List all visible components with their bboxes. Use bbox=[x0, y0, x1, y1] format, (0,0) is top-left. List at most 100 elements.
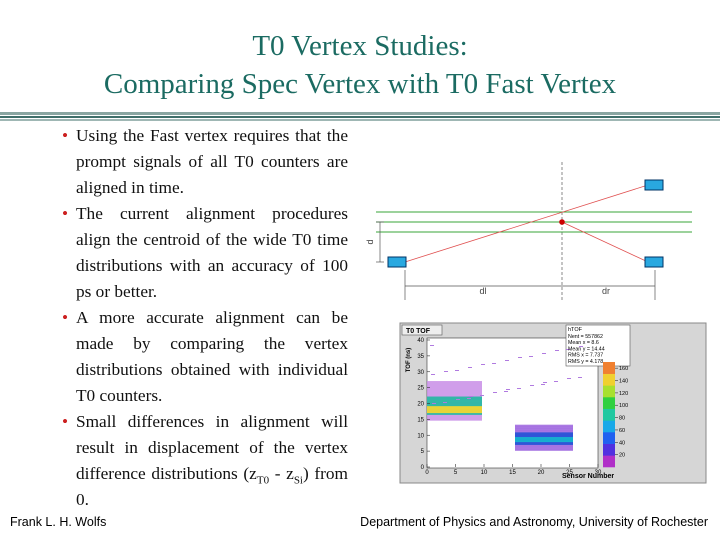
z-tick-label: 160 bbox=[619, 366, 628, 372]
z-tick-label: 20 bbox=[619, 453, 625, 459]
density-cell bbox=[427, 396, 482, 398]
density-cell bbox=[515, 440, 573, 443]
density-cell bbox=[455, 370, 459, 371]
stats-line: RMS x = 7.737 bbox=[568, 353, 603, 359]
x-tick-label: 30 bbox=[595, 470, 602, 476]
density-cell bbox=[515, 427, 573, 429]
x-tick-label: 15 bbox=[509, 470, 516, 476]
histogram: T0 TOF hTOF Sensor Number TOF (ns) 0 5 10 1… bbox=[399, 322, 707, 484]
density-cell bbox=[431, 374, 435, 375]
density-cell bbox=[554, 381, 558, 382]
density-cell bbox=[579, 346, 583, 347]
color-bar bbox=[603, 385, 615, 398]
bullet: • A more accurate alignment can be made b… bbox=[62, 305, 348, 409]
density-cell bbox=[542, 353, 546, 354]
bullet-text: Using the Fast vertex requires that the … bbox=[76, 126, 348, 197]
density-cell bbox=[515, 428, 573, 430]
density-cell bbox=[427, 394, 482, 396]
x-tick-label: 10 bbox=[481, 470, 488, 476]
density-cell bbox=[567, 378, 571, 379]
density-cell bbox=[427, 389, 482, 391]
z-tick-label: 100 bbox=[619, 403, 628, 409]
density-cell bbox=[469, 396, 473, 397]
density-cell bbox=[515, 444, 573, 446]
bullet: • The current alignment procedures align … bbox=[62, 201, 348, 305]
density-cell bbox=[505, 360, 509, 361]
y-tick-label: 5 bbox=[421, 449, 425, 455]
density-cell bbox=[427, 385, 482, 387]
density-cell bbox=[504, 391, 508, 392]
color-bar bbox=[603, 443, 615, 456]
y-axis-label: TOF (ns) bbox=[406, 348, 412, 373]
x-axis-label: Sensor Number bbox=[562, 473, 614, 480]
density-cell bbox=[515, 429, 573, 431]
title-line: T0 Vertex Studies: bbox=[252, 30, 468, 62]
density-cell bbox=[427, 387, 482, 389]
density-cell bbox=[456, 399, 460, 400]
y-tick-label: 40 bbox=[417, 338, 424, 344]
density-cell bbox=[555, 350, 559, 351]
bullet-text: A more accurate alignment can be made by… bbox=[76, 308, 348, 405]
density-cell bbox=[467, 398, 471, 399]
y-tick-label: 10 bbox=[417, 433, 424, 439]
z-tick-label: 120 bbox=[619, 391, 628, 397]
dl-label: dl bbox=[479, 286, 486, 296]
density-cell bbox=[515, 437, 573, 439]
footer-right: Department of Physics and Astronomy, Uni… bbox=[360, 515, 708, 529]
density-cell bbox=[427, 417, 482, 419]
vertex-diagram: d dl dr bbox=[365, 162, 692, 300]
y-tick-label: 30 bbox=[417, 370, 424, 376]
density-cell bbox=[518, 357, 522, 358]
density-cell bbox=[515, 426, 573, 428]
color-bar bbox=[603, 373, 615, 386]
bullet-text: Small differences in alignment will resu… bbox=[76, 412, 348, 483]
stats-line: Mean x = 8.6 bbox=[568, 340, 599, 346]
color-bar bbox=[603, 408, 615, 421]
subscript: Si bbox=[293, 474, 303, 487]
density-cell bbox=[427, 393, 482, 395]
bullet-dot: • bbox=[62, 308, 69, 327]
subscript: T0 bbox=[256, 474, 270, 487]
density-cell bbox=[427, 419, 482, 421]
x-tick-label: 25 bbox=[566, 470, 573, 476]
density-cell bbox=[427, 390, 482, 392]
density-cell bbox=[515, 447, 573, 449]
histogram-title: T0 TOF bbox=[406, 328, 431, 335]
density-cell bbox=[427, 382, 482, 384]
density-cell bbox=[427, 391, 482, 393]
stats-line: Mean y = 14.44 bbox=[568, 346, 605, 352]
density-cell bbox=[427, 392, 482, 394]
density-cell bbox=[515, 425, 573, 427]
density-cell bbox=[515, 429, 573, 432]
color-bar bbox=[603, 420, 615, 433]
density-cell bbox=[492, 363, 496, 364]
density-cell bbox=[515, 446, 573, 448]
density-cell bbox=[427, 388, 482, 390]
density-cell bbox=[493, 392, 497, 393]
density-cell bbox=[515, 445, 573, 447]
stats-name: hTOF bbox=[568, 327, 583, 333]
density-cell bbox=[515, 447, 573, 449]
density-cell bbox=[578, 377, 582, 378]
color-bar bbox=[603, 362, 615, 374]
density-cell bbox=[541, 384, 545, 385]
bullet-dot: • bbox=[62, 204, 69, 223]
y-tick-label: 15 bbox=[417, 417, 424, 423]
y-tick-label: 20 bbox=[417, 402, 424, 408]
bullet-text: - z bbox=[269, 464, 294, 483]
density-cell bbox=[543, 382, 547, 383]
z-tick-label: 40 bbox=[619, 440, 625, 446]
density-cell bbox=[432, 403, 436, 404]
density-cell bbox=[427, 415, 482, 417]
density-cell bbox=[427, 386, 482, 388]
bullet-list: • Using the Fast vertex requires that the… bbox=[62, 123, 348, 513]
color-bar bbox=[603, 397, 615, 409]
density-cell bbox=[515, 432, 573, 434]
density-cell bbox=[515, 424, 573, 426]
density-cell bbox=[427, 395, 482, 397]
density-cell bbox=[530, 385, 534, 386]
density-cell bbox=[566, 349, 570, 350]
dr-label: dr bbox=[602, 286, 610, 296]
density-cell bbox=[515, 449, 573, 451]
